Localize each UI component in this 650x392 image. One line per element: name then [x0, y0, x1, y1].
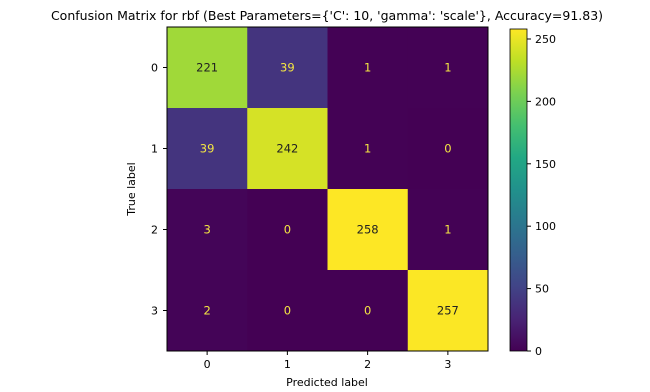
y-tick-label: 3 [151, 305, 158, 318]
chart-title: Confusion Matrix for rbf (Best Parameter… [51, 8, 603, 23]
cell-value-label: 258 [357, 223, 379, 237]
heatmap-cell [327, 189, 409, 271]
heatmap-cell [327, 108, 409, 190]
colorbar-tick-label: 100 [535, 220, 556, 233]
heatmap-cells: 221 39 1 1 39 242 1 0 3 0 258 1 2 0 0 257 [167, 27, 489, 352]
cell-value-label: 0 [284, 223, 291, 237]
x-axis-label: Predicted label [286, 376, 368, 389]
x-tick-label: 2 [364, 358, 371, 371]
colorbar-tick-label: 0 [535, 345, 542, 358]
cell-value-label: 39 [280, 61, 295, 75]
y-axis-ticks: 0 1 2 3 [151, 62, 167, 318]
y-axis-label: True label [125, 162, 138, 216]
cell-value-label: 242 [276, 142, 298, 156]
x-axis-ticks: 0 1 2 3 [204, 351, 451, 371]
cell-value-label: 221 [196, 61, 218, 75]
y-tick-label: 1 [151, 143, 158, 156]
heatmap-cell [327, 270, 409, 352]
plot-frame [166, 26, 489, 352]
cell-value-label: 39 [200, 142, 215, 156]
x-tick-label: 1 [284, 358, 291, 371]
colorbar-tick-label: 150 [535, 158, 556, 171]
x-tick-label: 0 [204, 358, 211, 371]
heatmap-cell [247, 189, 328, 271]
y-tick-label: 0 [151, 62, 158, 75]
heatmap-cell [407, 108, 489, 190]
cell-value-label: 1 [444, 223, 451, 237]
cell-value-label: 2 [203, 304, 210, 318]
heatmap-cell [247, 108, 328, 190]
heatmap-cell [167, 108, 248, 190]
heatmap-cell [407, 270, 489, 352]
colorbar-tick-label: 50 [535, 283, 549, 296]
cell-value-label: 257 [437, 304, 459, 318]
cell-value-label: 1 [364, 61, 371, 75]
heatmap-cell [247, 27, 328, 109]
heatmap-cell [167, 270, 248, 352]
colorbar-ticks: 0 50 100 150 200 250 [527, 33, 556, 358]
y-tick-label: 2 [151, 224, 158, 237]
heatmap-cell [407, 189, 489, 271]
colorbar-tick-label: 250 [535, 33, 556, 46]
heatmap-cell [407, 27, 489, 109]
cell-value-label: 0 [284, 304, 291, 318]
cell-value-label: 0 [444, 142, 451, 156]
heatmap-cell [327, 27, 409, 109]
heatmap-cell [247, 270, 328, 352]
cell-value-label: 1 [444, 61, 451, 75]
cell-value-label: 0 [364, 304, 371, 318]
cell-value-label: 1 [364, 142, 371, 156]
x-tick-label: 3 [444, 358, 451, 371]
colorbar [509, 28, 528, 352]
cell-value-label: 3 [203, 223, 210, 237]
heatmap-cell [167, 27, 248, 109]
heatmap-cell [167, 189, 248, 271]
colorbar-tick-label: 200 [535, 95, 556, 108]
